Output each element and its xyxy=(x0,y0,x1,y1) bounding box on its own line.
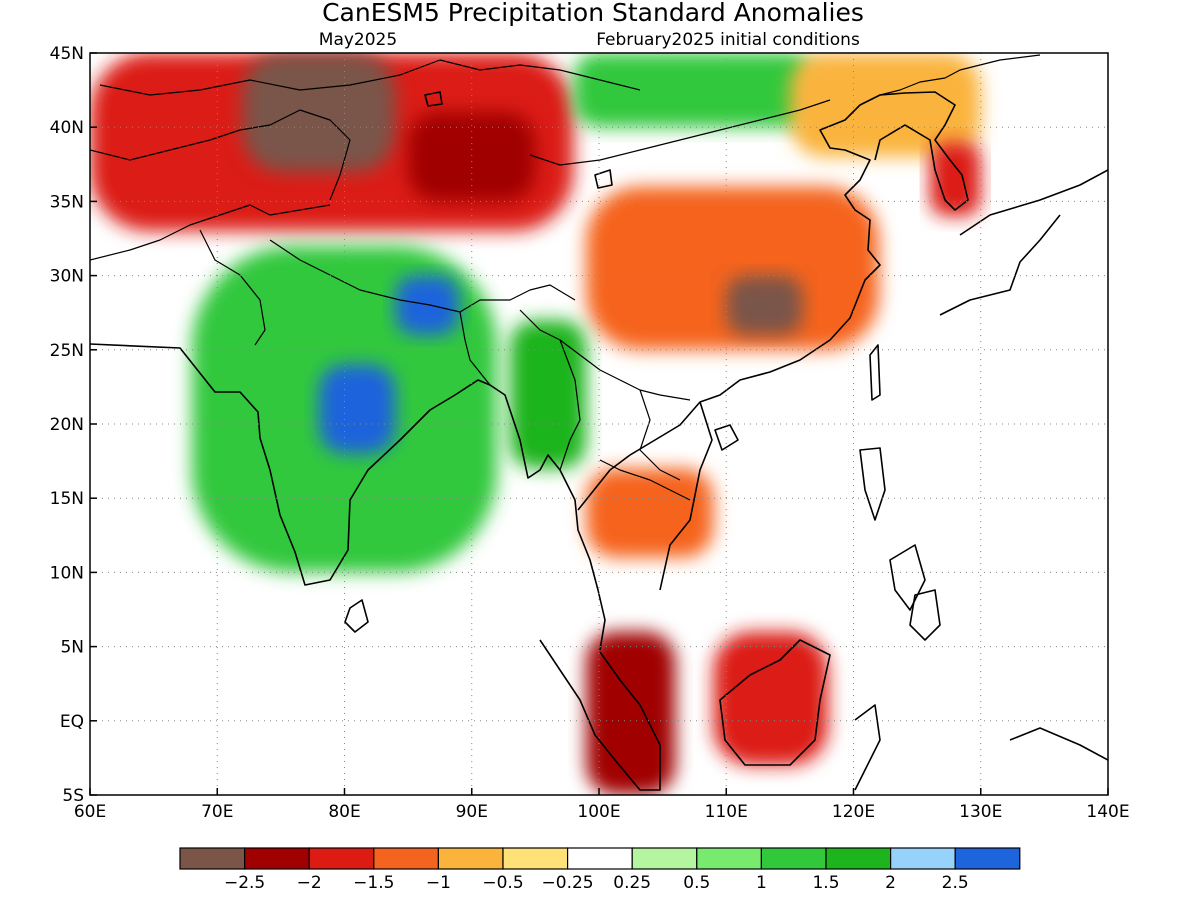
anomaly-region-6 xyxy=(789,53,981,157)
anomaly-region-13 xyxy=(586,631,676,795)
colorbar-swatch xyxy=(566,847,633,870)
graticule xyxy=(90,53,1108,795)
colorbar-label: −2 xyxy=(297,873,322,893)
y-tick-label: 20N xyxy=(50,415,84,435)
map-area xyxy=(90,53,1108,795)
colorbar-swatch xyxy=(308,847,375,870)
anomaly-region-1 xyxy=(242,53,396,172)
y-tick-label: 40N xyxy=(50,118,84,138)
colorbar-swatch xyxy=(825,847,892,870)
y-axis-ticks: 45N 40N 35N 30N 25N 20N 15N 10N 5N EQ 5S xyxy=(50,44,97,806)
colorbar-label: 1.5 xyxy=(812,873,839,893)
x-tick-label: 130E xyxy=(959,802,1002,822)
anomaly-region-12 xyxy=(586,468,714,558)
x-tick-label: 90E xyxy=(456,802,488,822)
subtitle-initial-conditions: February2025 initial conditions xyxy=(596,30,860,50)
colorbar-label: −1 xyxy=(426,873,451,893)
anomaly-region-3 xyxy=(586,186,879,350)
colorbar-swatch xyxy=(244,847,310,870)
figure-title: CanESM5 Precipitation Standard Anomalies xyxy=(322,0,864,27)
colorbar-label: 2.5 xyxy=(942,873,969,893)
colorbar-label: −1.5 xyxy=(353,873,394,893)
colorbar-swatch xyxy=(373,847,439,870)
subtitle-month: May2025 xyxy=(319,30,397,50)
x-tick-label: 140E xyxy=(1086,802,1129,822)
x-tick-label: 60E xyxy=(74,802,106,822)
anomaly-region-10 xyxy=(395,275,460,335)
y-tick-label: 35N xyxy=(50,192,84,212)
colorbar-label: 0.25 xyxy=(613,873,651,893)
x-tick-label: 100E xyxy=(577,802,620,822)
colorbar-label: 1 xyxy=(756,873,767,893)
colorbar-swatch xyxy=(760,847,827,870)
colorbar-swatch xyxy=(889,847,956,870)
y-tick-label: 25N xyxy=(50,341,84,361)
colorbar-label: 2 xyxy=(885,873,896,893)
anomaly-region-9 xyxy=(319,364,396,454)
country-borders xyxy=(90,54,1041,501)
colorbar-swatch xyxy=(179,847,246,870)
colorbar-swatch xyxy=(502,847,569,870)
x-tick-label: 70E xyxy=(201,802,233,822)
x-tick-label: 110E xyxy=(705,802,748,822)
colorbar: −2.5 −2 −1.5 −1 −0.5 −0.25 0.25 0.5 1 1.5 2 2.5 xyxy=(179,847,1021,893)
colorbar-swatch xyxy=(696,847,762,870)
anomaly-fields xyxy=(90,53,981,795)
anomaly-region-2 xyxy=(408,112,536,202)
colorbar-swatch xyxy=(631,847,698,870)
x-tick-label: 80E xyxy=(328,802,360,822)
y-tick-label: 45N xyxy=(50,44,84,64)
anomaly-region-14 xyxy=(713,631,829,766)
anomaly-region-5 xyxy=(573,53,816,128)
x-axis-ticks: 60E 70E 80E 90E 100E 110E 120E 130E 140E xyxy=(74,788,1130,822)
y-tick-label: EQ xyxy=(60,712,84,732)
y-tick-label: 30N xyxy=(50,267,84,287)
colorbar-label: −0.5 xyxy=(482,873,523,893)
colorbar-swatch xyxy=(437,847,504,870)
anomaly-region-4 xyxy=(726,275,803,335)
colorbar-label: −0.25 xyxy=(542,873,594,893)
x-tick-label: 120E xyxy=(832,802,875,822)
y-tick-label: 15N xyxy=(50,489,84,509)
y-tick-label: 5S xyxy=(62,786,84,806)
y-tick-label: 5N xyxy=(60,638,84,658)
colorbar-label: −2.5 xyxy=(224,873,265,893)
y-tick-label: 10N xyxy=(50,563,84,583)
colorbar-swatch xyxy=(954,847,1021,870)
anomaly-region-11 xyxy=(509,320,587,469)
colorbar-label: 0.5 xyxy=(683,873,710,893)
